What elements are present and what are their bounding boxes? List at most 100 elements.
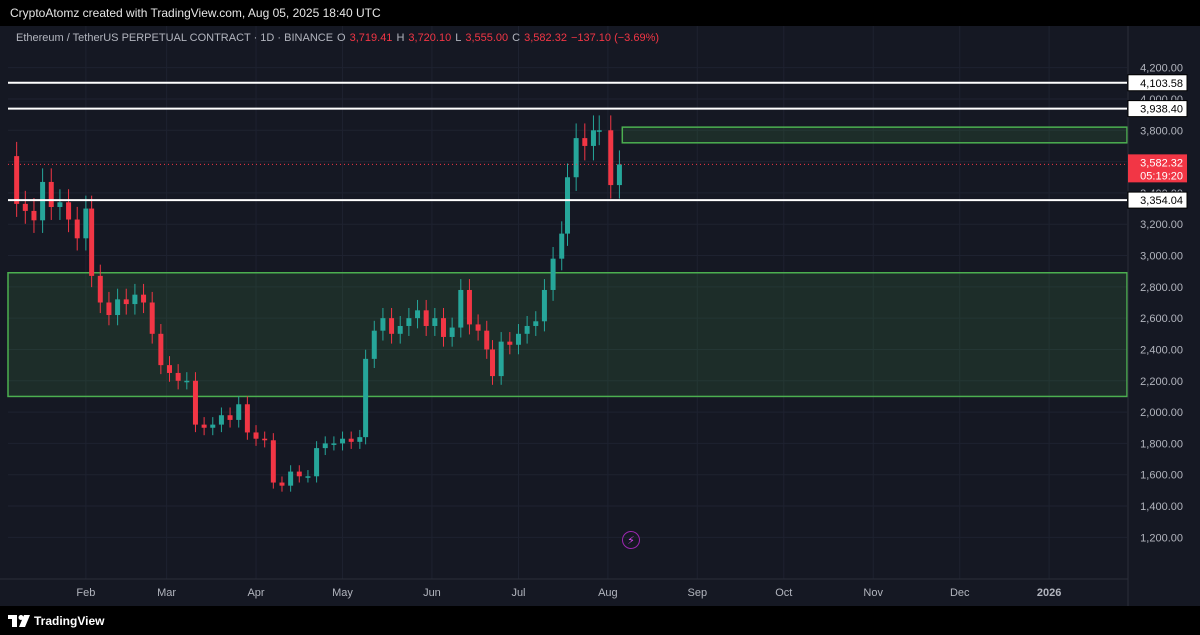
candle-body bbox=[175, 372, 181, 381]
candle-body bbox=[218, 415, 224, 425]
candle-body bbox=[201, 424, 207, 428]
candle-body bbox=[167, 365, 173, 373]
x-tick-label: Oct bbox=[775, 587, 792, 599]
candle-body bbox=[498, 341, 504, 377]
candle-body bbox=[363, 358, 369, 438]
candle-body bbox=[227, 415, 233, 420]
candle-body bbox=[288, 471, 294, 486]
candle-body bbox=[490, 349, 496, 377]
y-tick-label: 1,400.00 bbox=[1140, 501, 1183, 513]
y-tick-label: 1,200.00 bbox=[1140, 532, 1183, 544]
candle-body bbox=[573, 138, 579, 178]
candle-body bbox=[262, 438, 268, 441]
candle-body bbox=[475, 324, 481, 331]
candle-body bbox=[305, 476, 311, 478]
chart-credit: CryptoAtomz created with TradingView.com… bbox=[10, 6, 381, 20]
level-price-tag bbox=[1127, 100, 1188, 118]
last-price-tag bbox=[1128, 154, 1187, 183]
candle-body bbox=[244, 404, 250, 433]
candle-body bbox=[432, 318, 438, 326]
x-tick-label: 2026 bbox=[1037, 587, 1061, 599]
candle-body bbox=[389, 318, 395, 334]
candle-body bbox=[380, 318, 386, 331]
candle-body bbox=[371, 330, 377, 359]
resistance-box bbox=[621, 126, 1128, 144]
x-tick-label: Mar bbox=[157, 587, 176, 599]
candle-body bbox=[158, 333, 164, 366]
tradingview-logo[interactable]: TradingView bbox=[8, 614, 104, 628]
candle-body bbox=[89, 208, 95, 276]
tradingview-brand: TradingView bbox=[34, 613, 105, 628]
candle-body bbox=[22, 203, 28, 211]
candle-body bbox=[608, 130, 614, 186]
footer-bar: TradingView bbox=[0, 606, 1200, 635]
candle-body bbox=[550, 258, 556, 290]
symbol-title[interactable]: Ethereum / TetherUS PERPETUAL CONTRACT ·… bbox=[16, 32, 334, 44]
chart-credit-bar: CryptoAtomz created with TradingView.com… bbox=[0, 0, 1200, 26]
flash-icon[interactable]: ⚡ bbox=[622, 531, 640, 549]
x-tick-label: May bbox=[332, 587, 353, 599]
candle-body bbox=[149, 302, 155, 334]
candle-body bbox=[357, 437, 363, 442]
candle-body bbox=[423, 310, 429, 326]
y-tick-label: 2,000.00 bbox=[1140, 407, 1183, 419]
high-label: H bbox=[396, 32, 405, 44]
candle-body bbox=[296, 471, 302, 477]
x-tick-label: Apr bbox=[247, 587, 264, 599]
candle-body bbox=[270, 440, 276, 483]
y-tick-label: 3,000.00 bbox=[1140, 251, 1183, 263]
y-tick-label: 2,800.00 bbox=[1140, 282, 1183, 294]
x-tick-label: Sep bbox=[687, 587, 707, 599]
candle-body bbox=[253, 432, 259, 439]
candle-body bbox=[132, 294, 138, 305]
x-tick-label: Nov bbox=[863, 587, 883, 599]
low-value: 3,555.00 bbox=[465, 32, 509, 44]
tradingview-logo-icon bbox=[8, 614, 30, 627]
y-tick-label: 1,600.00 bbox=[1140, 470, 1183, 482]
candle-body bbox=[533, 321, 539, 326]
candle-body bbox=[507, 341, 513, 345]
candle-body bbox=[348, 438, 354, 442]
candle-body bbox=[236, 404, 242, 420]
candle-body bbox=[415, 310, 421, 319]
y-tick-label: 1,800.00 bbox=[1140, 438, 1183, 450]
chart-background bbox=[0, 26, 1200, 606]
level-price-tag bbox=[1127, 74, 1188, 92]
candle-body bbox=[582, 138, 588, 146]
price-chart[interactable]: 4,200.004,000.003,800.003,600.003,400.00… bbox=[0, 26, 1200, 606]
candle-body bbox=[97, 275, 103, 303]
candle-body bbox=[515, 333, 521, 345]
x-tick-label: Jul bbox=[511, 587, 525, 599]
x-tick-label: Jun bbox=[423, 587, 441, 599]
candle-body bbox=[314, 448, 320, 477]
candle-body bbox=[406, 318, 412, 326]
candle-body bbox=[559, 233, 565, 259]
candle-body bbox=[466, 289, 472, 325]
y-tick-label: 2,600.00 bbox=[1140, 313, 1183, 325]
candle-body bbox=[210, 424, 216, 428]
candle-body bbox=[524, 325, 530, 334]
level-price-label: 3,938.40 bbox=[1140, 104, 1183, 116]
candle-body bbox=[123, 299, 129, 305]
candle-body bbox=[83, 208, 89, 239]
candle-body bbox=[331, 443, 337, 445]
y-tick-label: 3,800.00 bbox=[1140, 125, 1183, 137]
last-price-label: 3,582.32 bbox=[1140, 157, 1183, 169]
candle-body bbox=[322, 443, 328, 449]
x-tick-label: Feb bbox=[76, 587, 95, 599]
candle-body bbox=[106, 302, 112, 316]
y-tick-label: 4,200.00 bbox=[1140, 63, 1183, 75]
chart-pane[interactable]: 4,200.004,000.003,800.003,600.003,400.00… bbox=[0, 26, 1200, 606]
candle-body bbox=[14, 156, 20, 204]
y-tick-label: 2,200.00 bbox=[1140, 376, 1183, 388]
candle-body bbox=[484, 330, 490, 350]
open-label: O bbox=[337, 32, 346, 44]
candle-body bbox=[141, 294, 147, 303]
candle-body bbox=[541, 289, 547, 322]
candle-body bbox=[616, 164, 622, 186]
candle-body bbox=[74, 219, 80, 239]
candle-body bbox=[458, 289, 464, 328]
candles-group bbox=[14, 115, 622, 492]
ohlc-legend: Ethereum / TetherUS PERPETUAL CONTRACT ·… bbox=[16, 32, 659, 44]
candle-body bbox=[590, 130, 596, 146]
